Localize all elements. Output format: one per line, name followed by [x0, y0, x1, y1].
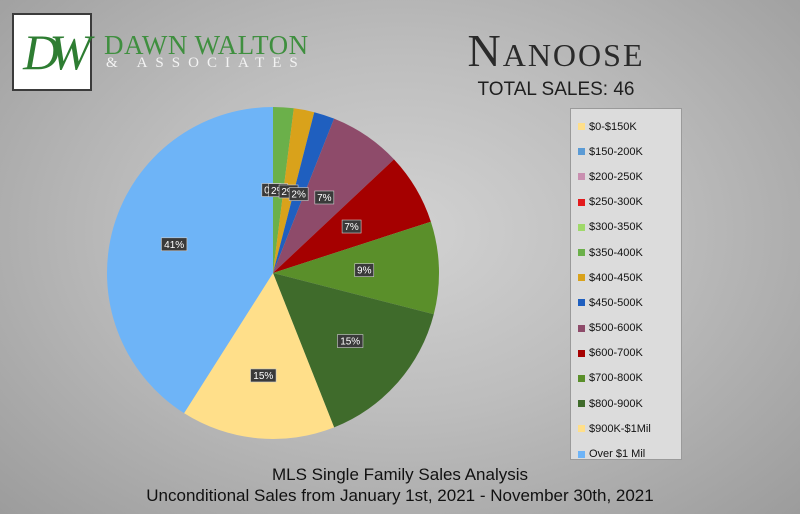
svg-text:2%: 2% — [281, 187, 296, 198]
legend-label: $400-450K — [589, 271, 643, 284]
logo-mark: DW — [23, 24, 91, 80]
legend-item-3: $250-300K — [571, 190, 681, 215]
pie-label-11: 15% — [337, 334, 364, 348]
legend-swatch — [578, 274, 585, 282]
footer-title: MLS Single Family Sales Analysis — [271, 465, 529, 484]
pie-slice-9 — [273, 159, 431, 273]
svg-text:2%: 2% — [291, 190, 306, 201]
svg-text:15%: 15% — [253, 371, 273, 382]
legend-swatch — [578, 324, 585, 332]
legend-swatch — [578, 349, 585, 357]
legend-label: $0-$150K — [589, 120, 637, 133]
total-sales: TOTAL SALES: 46 — [477, 79, 635, 100]
legend-item-11: $800-900K — [571, 391, 681, 416]
legend-item-9: $600-700K — [571, 341, 681, 366]
legend-swatch — [578, 223, 585, 231]
legend-item-0: $0-$150K — [571, 114, 681, 139]
legend-item-8: $500-600K — [571, 316, 681, 341]
footer-date-range: Unconditional Sales from January 1st, 20… — [146, 486, 654, 505]
legend-label: $250-300K — [589, 196, 643, 209]
pie-label-13: 41% — [161, 237, 188, 252]
legend-label: Over $1 Mil — [589, 448, 646, 461]
legend-item-2: $200-250K — [571, 164, 681, 189]
legend-label: $700-800K — [589, 372, 643, 385]
legend-item-13: Over $1 Mil — [571, 441, 681, 466]
pie-slice-12 — [184, 273, 335, 439]
svg-text:9%: 9% — [357, 266, 372, 277]
legend-item-12: $900K-$1Mil — [571, 416, 681, 441]
legend-item-1: $150-200K — [571, 139, 681, 164]
pie-slice-11 — [273, 273, 434, 428]
legend-swatch — [578, 450, 585, 458]
pie-label-10: 9% — [354, 263, 375, 277]
legend-item-5: $350-400K — [571, 240, 681, 265]
legend-label: $350-400K — [589, 246, 643, 259]
legend-label: $150-200K — [589, 145, 643, 158]
svg-text:7%: 7% — [344, 222, 359, 233]
legend-item-10: $700-800K — [571, 366, 681, 391]
pie-label-12: 15% — [250, 368, 277, 383]
svg-text:2%: 2% — [271, 186, 286, 197]
svg-text:41%: 41% — [164, 240, 184, 251]
legend-swatch — [578, 400, 585, 408]
legend-label: $450-500K — [589, 296, 643, 309]
legend-item-4: $300-350K — [571, 215, 681, 240]
legend-swatch — [578, 425, 585, 433]
legend-swatch — [578, 374, 585, 382]
legend-swatch — [578, 123, 585, 131]
legend-label: $200-250K — [589, 170, 643, 183]
brand-name: DAWN WALTON — [104, 30, 309, 60]
legend-swatch — [578, 173, 585, 181]
page-title: Nanoose — [467, 25, 645, 76]
legend-label: $300-350K — [589, 221, 643, 234]
pie-label-8: 7% — [314, 190, 335, 205]
legend-label: $800-900K — [589, 397, 643, 410]
brand-subtitle: & ASSOCIATES — [106, 55, 306, 71]
company-logo: DW — [12, 13, 92, 91]
svg-text:15%: 15% — [340, 337, 360, 348]
pie-label-7: 2% — [288, 187, 309, 201]
svg-text:7%: 7% — [317, 193, 332, 204]
legend-label: $900K-$1Mil — [589, 422, 651, 435]
legend-item-6: $400-450K — [571, 265, 681, 290]
chart-legend: $0-$150K $150-200K $200-250K $250-300K $300-… — [570, 108, 682, 460]
pie-label-9: 7% — [341, 219, 362, 234]
legend-label: $500-600K — [589, 322, 643, 335]
legend-swatch — [578, 249, 585, 257]
pie-slice-13 — [107, 106, 273, 414]
legend-label: $600-700K — [589, 347, 643, 360]
legend-swatch — [578, 198, 585, 206]
legend-swatch — [578, 148, 585, 156]
legend-swatch — [578, 299, 585, 307]
legend-item-7: $450-500K — [571, 290, 681, 315]
